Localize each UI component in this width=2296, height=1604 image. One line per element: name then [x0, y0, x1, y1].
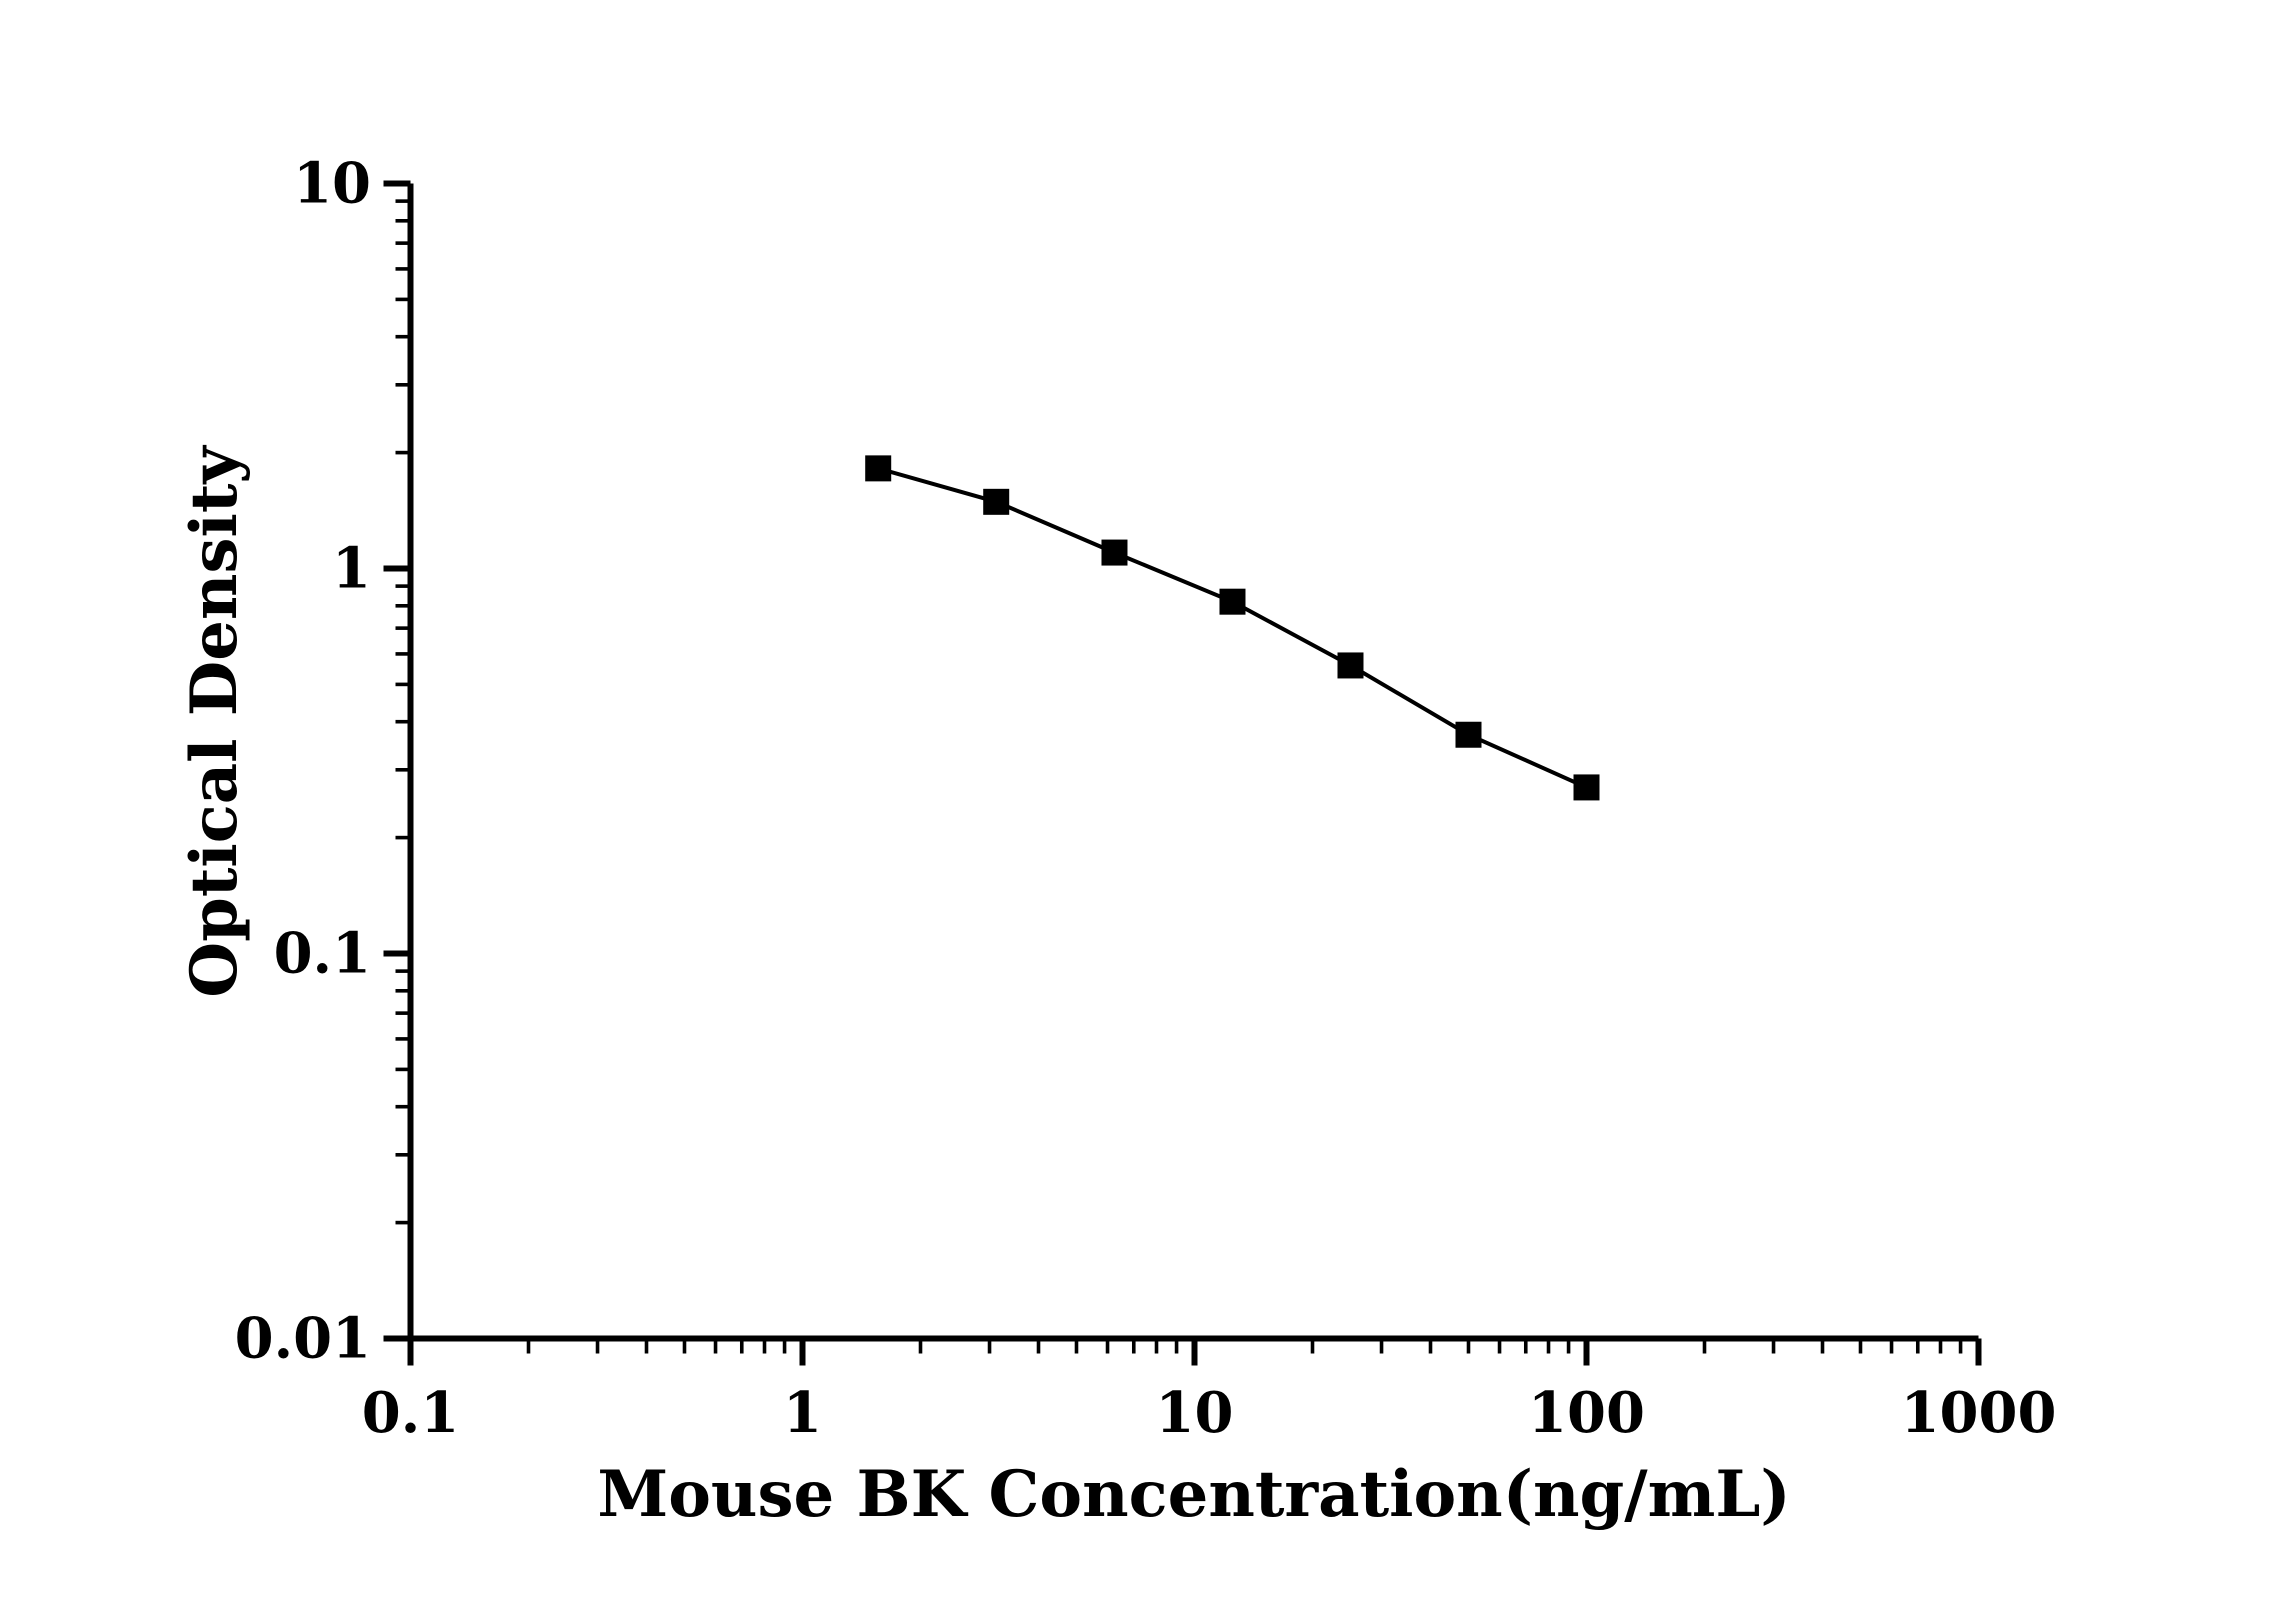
y-axis-title: Optical Density — [177, 445, 252, 998]
data-point-marker — [983, 488, 1010, 515]
x-tick-label: 1000 — [1901, 1380, 2057, 1446]
data-point-marker — [1101, 539, 1128, 566]
axes-layer — [407, 183, 1979, 1342]
x-tick-label: 100 — [1528, 1380, 1645, 1446]
x-tick-label: 1 — [783, 1380, 822, 1446]
tick-layer — [383, 180, 1982, 1366]
data-point-marker — [1219, 588, 1246, 615]
data-point-marker — [1337, 652, 1364, 679]
y-tick-label: 10 — [293, 151, 371, 217]
y-tick-label: 0.1 — [274, 921, 371, 987]
x-tick-label: 0.1 — [362, 1380, 459, 1446]
x-tick-label: 10 — [1156, 1380, 1234, 1446]
data-point-marker — [865, 455, 892, 482]
x-axis-title: Mouse BK Concentration(ng/mL) — [597, 1457, 1790, 1532]
data-point-marker — [1573, 774, 1600, 801]
data-point-marker — [1455, 721, 1482, 748]
series-layer — [865, 455, 1600, 801]
tick-label-layer: 0.1 1 10 100 1000 0.01 0.1 1 10 — [235, 151, 2057, 1447]
y-tick-label: 1 — [332, 536, 371, 602]
y-tick-label: 0.01 — [235, 1306, 371, 1372]
